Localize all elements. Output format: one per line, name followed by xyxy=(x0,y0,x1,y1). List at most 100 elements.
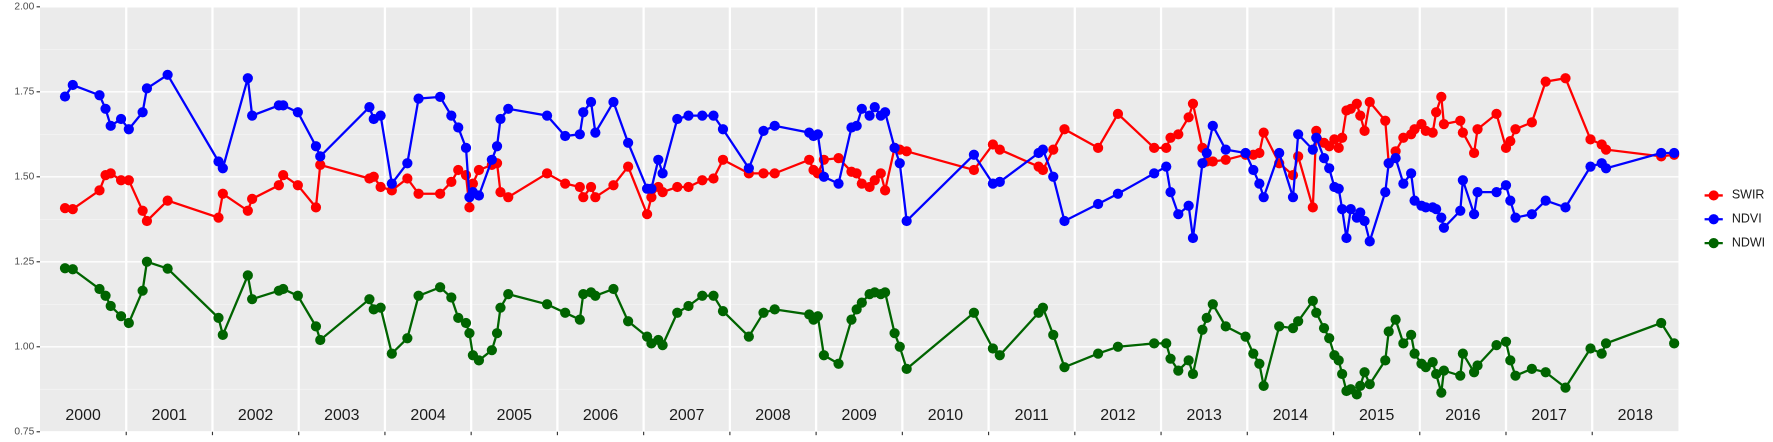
data-point xyxy=(386,348,397,359)
data-point xyxy=(672,181,683,193)
data-point xyxy=(1287,169,1299,181)
data-point xyxy=(1359,125,1370,137)
data-point xyxy=(1436,387,1447,398)
data-point xyxy=(623,137,634,148)
y-tick-label: 1.50 xyxy=(14,172,34,183)
data-point xyxy=(683,110,694,121)
x-tick-label: 2006 xyxy=(583,407,619,424)
data-point xyxy=(1258,380,1269,391)
data-point xyxy=(560,307,571,318)
data-point xyxy=(818,171,829,182)
data-point xyxy=(1351,98,1362,109)
data-point xyxy=(1438,118,1450,130)
data-point xyxy=(608,96,619,108)
data-point xyxy=(1307,144,1318,155)
data-point xyxy=(292,107,303,118)
data-point xyxy=(141,83,153,94)
data-point xyxy=(100,103,111,114)
data-point xyxy=(1560,382,1571,393)
data-point xyxy=(717,154,729,165)
data-point xyxy=(1364,379,1375,390)
data-point xyxy=(683,181,694,193)
data-point xyxy=(247,110,258,121)
data-point xyxy=(856,103,867,114)
data-point xyxy=(1427,356,1438,368)
data-point xyxy=(623,161,634,172)
data-point xyxy=(486,154,497,165)
data-point xyxy=(123,317,134,329)
data-point xyxy=(608,180,619,191)
data-point xyxy=(590,127,601,138)
data-point xyxy=(1324,333,1335,344)
data-point xyxy=(1468,147,1480,159)
x-tick-label: 2005 xyxy=(497,407,533,424)
data-point xyxy=(994,144,1005,155)
x-tick-label: 2009 xyxy=(842,407,878,424)
data-point xyxy=(1341,232,1352,244)
data-point xyxy=(818,350,829,361)
data-point xyxy=(1431,368,1442,380)
data-point xyxy=(1307,295,1318,307)
data-point xyxy=(1165,186,1176,198)
data-point xyxy=(1258,127,1269,138)
data-point xyxy=(473,355,485,366)
data-point xyxy=(375,181,386,193)
data-point xyxy=(1472,360,1483,371)
data-point xyxy=(1406,168,1417,179)
data-point xyxy=(435,282,446,293)
data-point xyxy=(486,345,497,356)
data-point xyxy=(1220,321,1231,332)
data-point xyxy=(1324,163,1335,174)
data-point xyxy=(364,101,375,113)
data-point xyxy=(278,169,289,181)
data-point xyxy=(901,215,912,227)
data-point xyxy=(1380,186,1391,198)
data-point xyxy=(1600,163,1612,174)
data-point xyxy=(657,186,668,198)
data-point xyxy=(1656,317,1667,329)
data-point xyxy=(364,294,375,305)
data-point xyxy=(1248,348,1259,359)
data-point xyxy=(162,195,173,206)
data-point xyxy=(1048,144,1059,155)
data-point xyxy=(1455,205,1466,216)
data-point xyxy=(879,107,891,118)
data-point xyxy=(453,312,464,323)
data-point xyxy=(590,290,601,301)
data-point xyxy=(217,163,228,174)
data-point xyxy=(94,90,105,101)
data-point xyxy=(310,321,322,332)
x-tick-label: 2013 xyxy=(1186,407,1222,424)
data-point xyxy=(856,297,867,308)
data-point xyxy=(1526,117,1537,128)
data-point xyxy=(646,192,657,203)
x-tick-label: 2007 xyxy=(669,407,705,424)
data-point xyxy=(987,343,999,354)
legend-label: NDWI xyxy=(1732,235,1765,249)
data-point xyxy=(833,358,844,369)
data-point xyxy=(879,287,891,298)
data-point xyxy=(1333,142,1344,154)
data-point xyxy=(105,168,116,179)
data-point xyxy=(1491,339,1502,351)
data-point xyxy=(137,285,148,296)
data-point xyxy=(585,96,597,108)
data-point xyxy=(1149,168,1160,179)
data-point xyxy=(1161,338,1172,349)
y-tick-label: 1.00 xyxy=(14,341,34,352)
data-point xyxy=(708,290,719,301)
data-point xyxy=(1600,144,1612,155)
data-point xyxy=(59,91,71,102)
x-tick-label: 2010 xyxy=(928,407,964,424)
data-point xyxy=(1173,209,1184,220)
data-point xyxy=(717,305,729,317)
data-point xyxy=(1359,215,1370,227)
data-point xyxy=(1345,203,1356,215)
data-point xyxy=(67,203,78,215)
data-point xyxy=(464,328,475,339)
data-point xyxy=(1510,370,1521,381)
data-point xyxy=(94,283,105,295)
data-point xyxy=(994,176,1005,188)
data-point xyxy=(1287,192,1299,203)
data-point xyxy=(1526,363,1537,374)
